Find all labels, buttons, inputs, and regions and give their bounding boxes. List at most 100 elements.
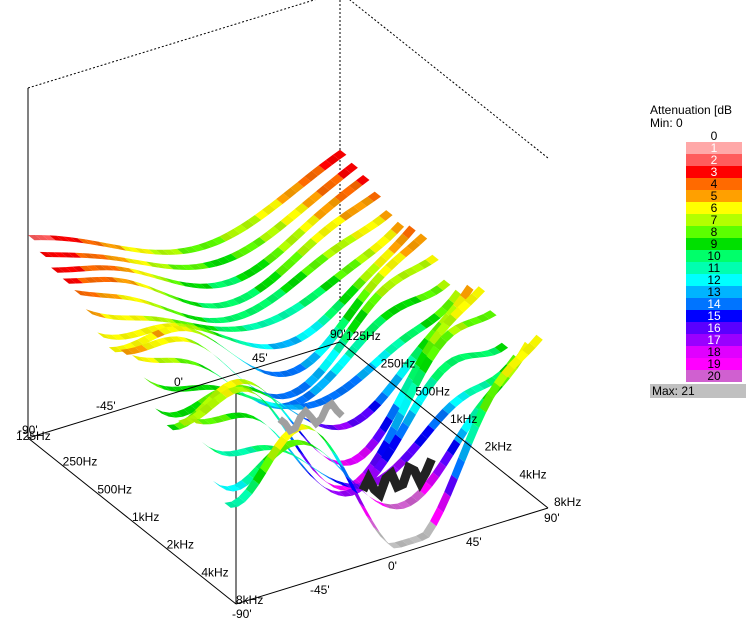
surface-cell (434, 306, 448, 319)
surface-cell (211, 416, 225, 423)
surface-cell (198, 242, 212, 250)
surface-cell (361, 300, 375, 315)
surface-cell (228, 276, 242, 285)
frequency-tick-right-4kHz: 4kHz (519, 467, 546, 481)
surface-cell (374, 391, 389, 406)
surface-cell (310, 232, 325, 244)
legend-level-10: 10 (686, 250, 742, 262)
surface-cell (399, 246, 414, 258)
surface-cell (459, 353, 473, 360)
surface-cell (263, 317, 277, 326)
surface-cell (389, 274, 404, 285)
angle-tick-back--45': -45' (96, 399, 116, 413)
surface-cell (259, 456, 274, 473)
surface-cell (143, 377, 157, 387)
surface-cell (259, 231, 273, 243)
surface-cell (100, 313, 114, 320)
surface-cell (132, 329, 147, 337)
surface-cell (329, 243, 343, 254)
legend-level-7: 7 (686, 214, 742, 226)
surface-cell (169, 248, 184, 255)
surface-cell (227, 484, 241, 492)
surface-cell (238, 246, 252, 256)
surface-cell (468, 317, 483, 325)
surface-cell (421, 425, 435, 439)
surface-cell (171, 279, 186, 287)
surface-cell (242, 386, 256, 395)
surface-cell (237, 310, 251, 319)
surface-cell (436, 321, 450, 336)
surface-cell (330, 450, 345, 468)
frequency-tick-left-125Hz: 125Hz (16, 429, 51, 443)
surface-cell (318, 160, 333, 171)
surface-cell (458, 439, 472, 463)
surface-cell (225, 335, 239, 344)
surface-cell (302, 424, 316, 432)
surface-cell (347, 318, 361, 334)
surface-cell (295, 331, 310, 342)
surface-cell (408, 296, 422, 305)
surface-cell (293, 363, 307, 373)
surface-cell (433, 336, 447, 351)
surface-cell (265, 293, 280, 304)
surface-cell (63, 236, 77, 243)
surface-cell (314, 344, 328, 357)
angle-tick-front-45': 45' (466, 535, 482, 549)
surface-cell (141, 342, 156, 350)
surface-cell (242, 393, 257, 401)
surface-cell (234, 386, 249, 392)
surface-cell (323, 179, 337, 191)
surface-cell (95, 292, 109, 299)
surface-cell (225, 412, 239, 420)
surface-cell (143, 271, 157, 279)
surface-cell (301, 265, 315, 277)
surface-cell (391, 338, 406, 349)
surface-cell (311, 367, 326, 380)
surface-cell (415, 532, 430, 541)
surface-cell (127, 246, 141, 253)
surface-cell (81, 291, 95, 297)
surface-cell (410, 346, 424, 361)
surface-cell (209, 389, 223, 402)
surface-cell (215, 449, 229, 457)
surface-cell (508, 357, 522, 370)
surface-cell (67, 252, 82, 258)
surface-cell (187, 314, 202, 322)
surface-cell (483, 310, 497, 320)
surface-cell (60, 252, 75, 258)
surface-cell (116, 294, 131, 301)
surface-cell (235, 272, 249, 282)
surface-cell (206, 397, 220, 409)
surface-cell (408, 535, 423, 544)
surface-cell (390, 503, 404, 510)
surface-cell (42, 235, 56, 241)
surface-cell (212, 236, 226, 245)
surface-cell (387, 542, 401, 549)
surface-cell (280, 214, 295, 226)
surface-cell (35, 235, 49, 241)
surface-cell (470, 384, 485, 393)
surface-cell (319, 358, 333, 373)
surface-cell (186, 385, 200, 391)
surface-cell (382, 383, 396, 397)
surface-cell (385, 258, 399, 271)
surface-cell (243, 361, 258, 371)
surface-cell (126, 279, 140, 287)
surface-cell (306, 214, 320, 227)
surface-cell (243, 446, 258, 454)
surface-cell (360, 407, 375, 419)
surface-cell (336, 480, 350, 488)
surface-cell (326, 275, 341, 286)
surface-cell (396, 364, 410, 379)
surface-cell (226, 366, 241, 378)
surface-cell (110, 255, 124, 262)
surface-cell (299, 221, 313, 233)
frequency-tick-right-500Hz: 500Hz (415, 384, 450, 398)
legend-level-19: 19 (686, 358, 742, 370)
surface-cell (231, 250, 245, 259)
surface-cell (155, 249, 170, 255)
surface-cell (263, 253, 278, 264)
surface-cell (308, 259, 322, 271)
surface-cell (208, 446, 222, 455)
surface-cell (300, 358, 314, 369)
